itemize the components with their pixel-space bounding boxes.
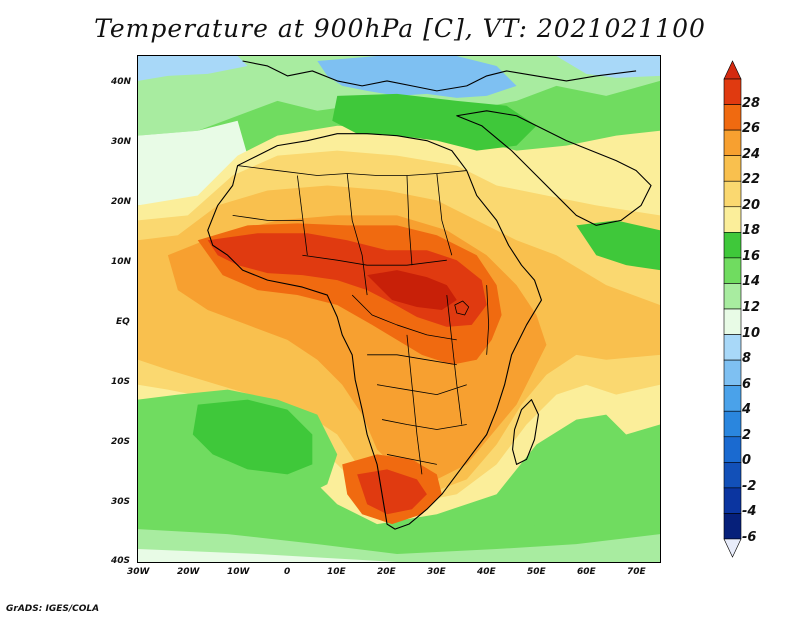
lat-label-30n: 30N [111, 137, 132, 147]
lon-label-70e: 70E [627, 567, 646, 577]
colorbar-swatch [723, 410, 742, 438]
colorbar-swatch [723, 334, 742, 361]
colorbar-label: 8 [742, 351, 752, 367]
lon-label-10e: 10E [327, 567, 346, 577]
lat-label-40n: 40N [111, 77, 132, 87]
southern-africa-red [357, 469, 427, 515]
colorbar-swatch [723, 155, 742, 182]
colorbar-swatch [723, 104, 742, 131]
africa-coastline [207, 133, 543, 530]
cold-region-east [556, 56, 660, 78]
lat-label-10s: 10S [111, 377, 131, 387]
colorbar-swatch [723, 180, 742, 208]
colorbar-label: 4 [742, 402, 752, 418]
colorbar-swatch [723, 436, 742, 463]
lake-victoria [454, 300, 470, 316]
colorbar-label: 12 [742, 300, 761, 315]
colorbar-label: 14 [742, 274, 761, 290]
lon-label-60e: 60E [577, 567, 596, 577]
colorbar-swatch [723, 308, 742, 335]
lat-label-20s: 20S [111, 437, 131, 447]
colorbar-label: -4 [742, 504, 757, 520]
arabia-coastline [456, 110, 652, 226]
southern-ocean-cool [138, 549, 398, 562]
south-atlantic-green-dark [192, 399, 313, 475]
colorbar-swatch [723, 462, 742, 489]
colorbar-label: -6 [742, 530, 757, 545]
colorbar-swatch [723, 78, 742, 105]
colorbar-label: 18 [742, 223, 761, 239]
colorbar-over-arrow [723, 60, 742, 80]
colorbar-label: 28 [742, 95, 761, 111]
colorbar-swatch [723, 257, 742, 284]
colorbar-label: 16 [742, 248, 761, 264]
map-field [138, 56, 660, 562]
lat-label-20n: 20N [111, 197, 132, 207]
colorbar-label: 26 [742, 121, 761, 137]
colorbar-swatch [723, 283, 742, 310]
colorbar-label: 10 [742, 325, 761, 341]
cold-europe-region-2 [138, 56, 248, 81]
lat-label-40s: 40S [111, 556, 131, 566]
lon-label-40e: 40E [477, 567, 496, 577]
lon-label-10w: 10W [227, 567, 250, 577]
colorbar-swatch [723, 487, 742, 514]
lon-label-0: 0 [284, 567, 291, 577]
colorbar-label: 20 [742, 197, 761, 213]
colorbar-swatch [723, 385, 742, 412]
madagascar-coastline [512, 399, 540, 465]
lon-label-20w: 20W [177, 567, 200, 577]
colorbar-label: 2 [742, 427, 752, 443]
colorbar-swatch [723, 232, 742, 259]
indian-ocean-green [576, 220, 660, 271]
colorbar [723, 60, 742, 558]
lat-label-30s: 30S [111, 497, 131, 507]
colorbar-label: -2 [742, 478, 757, 494]
deep-red-core [367, 270, 457, 310]
europe-coastline [242, 60, 637, 92]
lon-label-20e: 20E [377, 567, 396, 577]
colorbar-swatch [723, 129, 742, 156]
lat-label-eq: EQ [116, 317, 130, 327]
colorbar-under-arrow [723, 538, 742, 558]
colorbar-swatch [723, 206, 742, 233]
country-borders [232, 165, 490, 475]
mediterranean-green [332, 93, 537, 151]
cold-europe-region [317, 56, 517, 98]
lon-label-50e: 50E [527, 567, 546, 577]
map-panel [137, 55, 661, 563]
map-title: Temperature at 900hPa [C], VT: 202102110… [94, 14, 706, 43]
colorbar-label: 24 [742, 146, 761, 162]
colorbar-label: 0 [742, 453, 752, 469]
colorbar-swatch [723, 359, 742, 386]
lon-label-30e: 30E [427, 567, 446, 577]
grads-credit: GrADS: IGES/COLA [6, 604, 100, 614]
southern-ocean-mild [138, 529, 660, 562]
colorbar-label: 6 [742, 376, 752, 392]
colorbar-swatches [723, 60, 742, 558]
colorbar-swatch [723, 513, 742, 540]
lat-label-10n: 10N [111, 257, 132, 267]
colorbar-label: 22 [742, 172, 761, 188]
lon-label-30w: 30W [127, 567, 150, 577]
